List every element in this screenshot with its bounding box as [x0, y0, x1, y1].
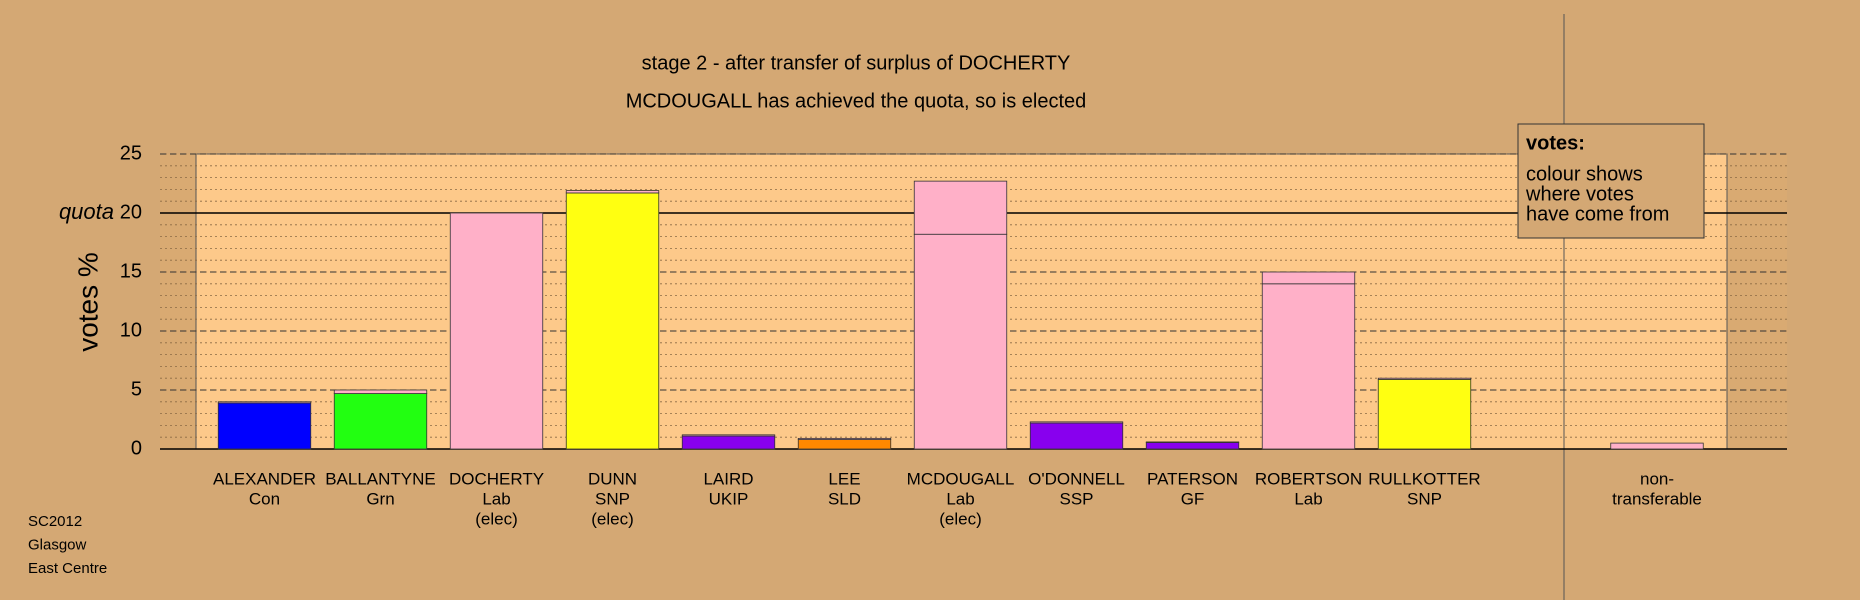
- x-tick-label: (elec): [591, 509, 634, 528]
- x-tick-label: Grn: [366, 489, 394, 508]
- bar: [681, 435, 776, 450]
- x-tick-label: DUNN: [588, 469, 637, 488]
- x-tick-label: BALLANTYNE: [325, 469, 436, 488]
- bar: [1029, 422, 1124, 450]
- footnote: Glasgow: [28, 536, 87, 553]
- x-tick-label: Lab: [482, 489, 510, 508]
- bar: [1261, 283, 1356, 450]
- y-tick-label: 25: [120, 142, 142, 164]
- bar-transfer: [1145, 441, 1240, 443]
- x-tick-label: SSP: [1059, 489, 1093, 508]
- x-tick-label: O'DONNELL: [1028, 469, 1125, 488]
- x-tick-label: SNP: [1407, 489, 1442, 508]
- bar-transfer: [681, 434, 776, 437]
- bar: [913, 233, 1008, 450]
- x-tick-label: UKIP: [709, 489, 749, 508]
- bar-transfer: [217, 401, 312, 404]
- x-tick-label: ALEXANDER: [213, 469, 316, 488]
- y-tick-label: 15: [120, 260, 142, 282]
- bar-transfer: [913, 180, 1008, 235]
- x-tick-label: SLD: [828, 489, 861, 508]
- y-axis-label: votes %: [72, 252, 103, 352]
- bar: [333, 393, 428, 450]
- x-tick-label: Lab: [1294, 489, 1322, 508]
- footnote: SC2012: [28, 513, 82, 530]
- x-tick-label: LEE: [828, 469, 860, 488]
- y-tick-label: 10: [120, 319, 142, 341]
- y-tick-label: 5: [131, 378, 142, 400]
- bar-nontransferable: [1610, 442, 1704, 450]
- bar-transfer: [333, 389, 428, 394]
- bar: [449, 212, 544, 450]
- bar: [565, 192, 660, 450]
- x-tick-label: DOCHERTY: [449, 469, 544, 488]
- bar-transfer: [1029, 421, 1124, 424]
- legend-title: votes:: [1526, 132, 1585, 154]
- legend-text: have come from: [1526, 203, 1669, 225]
- x-tick-label: (elec): [939, 509, 982, 528]
- x-tick-label: (elec): [475, 509, 518, 528]
- bar: [797, 439, 892, 450]
- quota-label: quota: [59, 199, 114, 224]
- legend-text: colour shows: [1526, 163, 1643, 185]
- x-tick-label: LAIRD: [703, 469, 753, 488]
- footnote: East Centre: [28, 560, 107, 577]
- bar: [1377, 378, 1472, 450]
- x-tick-label: RULLKOTTER: [1368, 469, 1480, 488]
- y-tick-label: 20: [120, 201, 142, 223]
- bar-transfer: [565, 190, 660, 194]
- x-tick-label: ROBERTSON: [1255, 469, 1362, 488]
- bar-transfer: [797, 437, 892, 440]
- legend-box: [1517, 123, 1705, 239]
- bar: [217, 402, 312, 450]
- x-tick-label: Con: [249, 489, 280, 508]
- bar-transfer: [1261, 271, 1356, 285]
- x-tick-label: non-: [1640, 469, 1674, 488]
- chart-title: stage 2 - after transfer of surplus of D…: [642, 52, 1071, 74]
- bar: [1145, 442, 1240, 450]
- x-tick-label: SNP: [595, 489, 630, 508]
- x-tick-label: transferable: [1612, 489, 1702, 508]
- x-tick-label: Lab: [946, 489, 974, 508]
- x-tick-label: PATERSON: [1147, 469, 1238, 488]
- x-tick-label: MCDOUGALL: [907, 469, 1015, 488]
- x-tick-label: GF: [1181, 489, 1205, 508]
- y-tick-label: 0: [131, 437, 142, 459]
- legend-text: where votes: [1525, 183, 1634, 205]
- bar-transfer: [1377, 377, 1472, 380]
- chart-subtitle: MCDOUGALL has achieved the quota, so is …: [626, 90, 1087, 112]
